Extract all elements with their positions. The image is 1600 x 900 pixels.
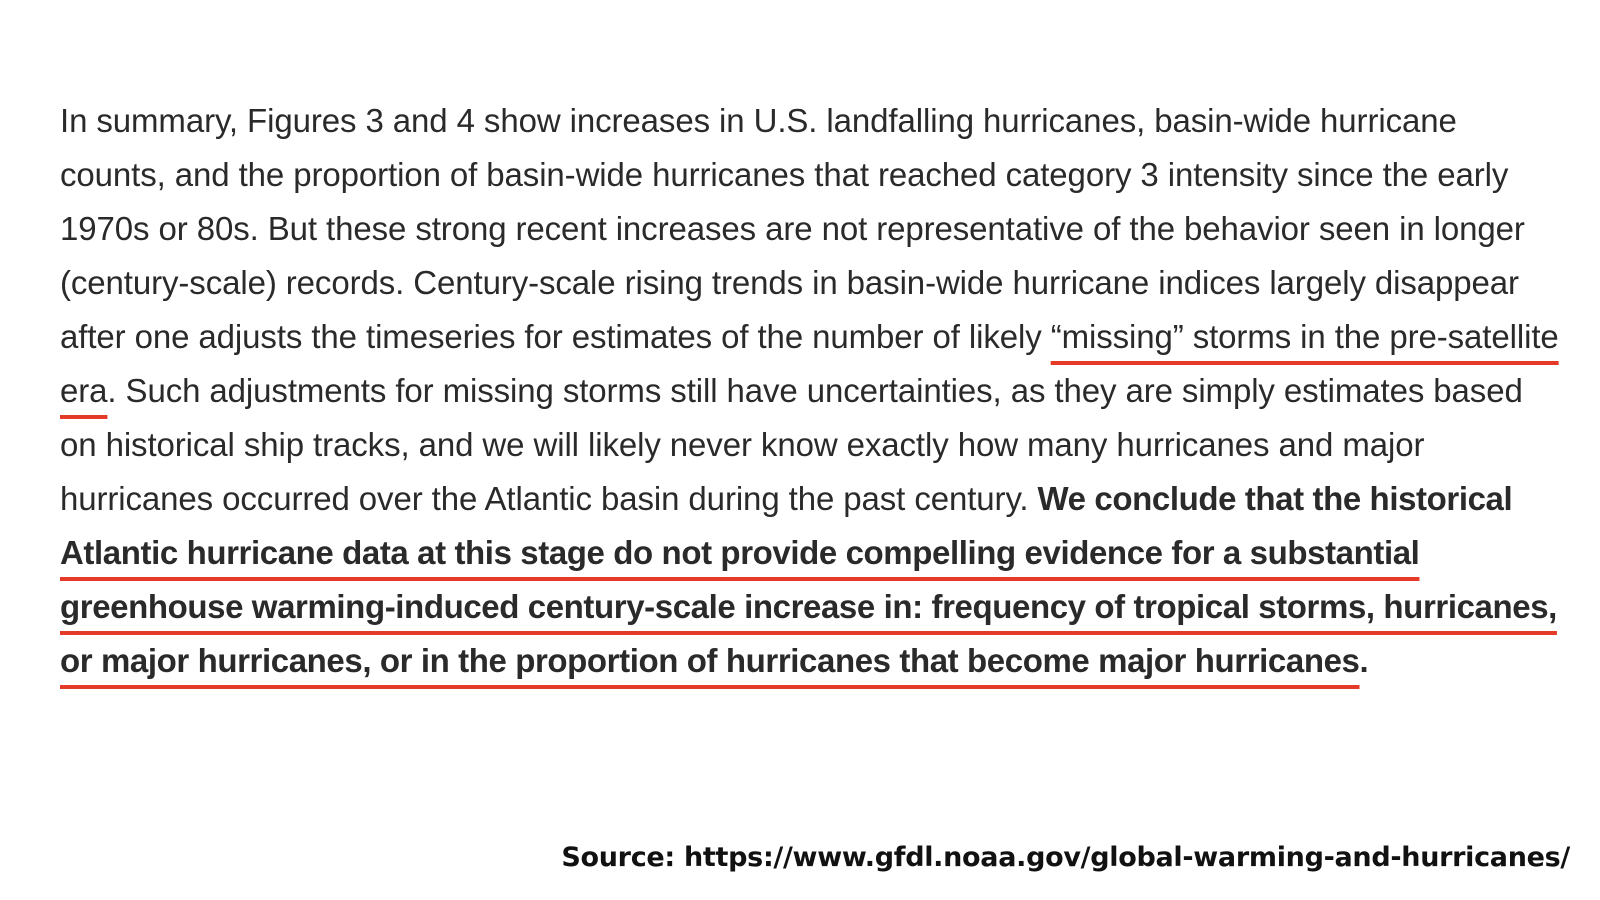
conclusion-lead: We conclude that the historical <box>1037 480 1513 517</box>
excerpt-paragraph: In summary, Figures 3 and 4 show increas… <box>60 94 1560 688</box>
source-citation: Source: https://www.gfdl.noaa.gov/global… <box>561 842 1570 873</box>
conclusion-underlined: Atlantic hurricane data at this stage do… <box>60 534 1557 679</box>
excerpt-intro: In summary, Figures 3 and 4 show increas… <box>60 102 1525 355</box>
conclusion-end: . <box>1359 642 1369 679</box>
highlight-missing-storms: “missing” storms in the pre-satellite er… <box>60 318 1559 409</box>
excerpt-middle: . Such adjustments for missing storms st… <box>60 372 1523 517</box>
